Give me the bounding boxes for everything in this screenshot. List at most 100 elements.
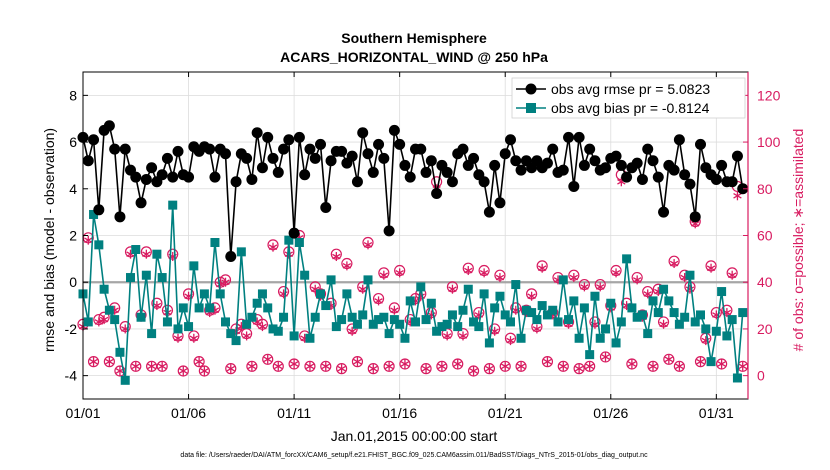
obs-assimilated-point bbox=[632, 275, 642, 285]
bias-point bbox=[231, 336, 241, 346]
obs-possible-point bbox=[288, 358, 300, 370]
rmse-point bbox=[589, 155, 601, 167]
obs-possible-point bbox=[716, 358, 728, 370]
rmse-point bbox=[378, 152, 390, 164]
obs-count-layer bbox=[77, 169, 749, 377]
bias-point bbox=[157, 273, 167, 283]
obs-assimilated-point bbox=[363, 240, 373, 250]
bias-point bbox=[368, 319, 378, 329]
obs-possible-point bbox=[436, 360, 448, 372]
bias-point bbox=[579, 303, 589, 313]
rmse-point bbox=[256, 162, 268, 174]
bias-point bbox=[99, 284, 109, 294]
bias-point bbox=[416, 282, 426, 292]
bias-point bbox=[717, 287, 727, 297]
bias-point bbox=[432, 326, 442, 336]
y-tick-label: 8 bbox=[69, 87, 77, 103]
rmse-point bbox=[346, 150, 358, 162]
rmse-point bbox=[156, 169, 168, 181]
bias-point bbox=[395, 319, 405, 329]
bias-point bbox=[669, 308, 679, 318]
obs-assimilated-point bbox=[469, 366, 478, 376]
obs-possible-point bbox=[694, 356, 707, 368]
legend-rmse-marker bbox=[525, 83, 537, 95]
rmse-point bbox=[684, 178, 696, 190]
y-axis-right: 0 20 40 60 80 100 120 bbox=[743, 72, 781, 399]
rmse-point bbox=[336, 145, 348, 157]
y-tick-label: 2 bbox=[69, 228, 77, 244]
rmse-point bbox=[431, 187, 443, 199]
bias-point bbox=[273, 326, 283, 336]
obs-possible-point bbox=[351, 356, 364, 368]
obs-possible-point bbox=[515, 360, 527, 372]
rmse-point bbox=[404, 171, 416, 183]
bias-point bbox=[342, 289, 352, 299]
rmse-point bbox=[183, 171, 195, 183]
bias-point bbox=[194, 303, 204, 313]
obs-possible-point bbox=[673, 360, 685, 372]
bias-point bbox=[606, 298, 616, 308]
obs-possible-point bbox=[663, 353, 675, 365]
rmse-point bbox=[88, 134, 100, 146]
rmse-point bbox=[658, 206, 670, 218]
obs-assimilated-point bbox=[485, 364, 494, 374]
rmse-point bbox=[731, 150, 743, 162]
x-tick-label: 01/01 bbox=[65, 405, 100, 421]
x-tick-label: 01/26 bbox=[593, 405, 628, 421]
bias-point bbox=[131, 245, 141, 255]
obs-assimilated-point bbox=[305, 361, 315, 371]
bias-point bbox=[300, 270, 310, 280]
bias-point bbox=[696, 310, 705, 320]
bias-point bbox=[442, 319, 452, 329]
bias-point bbox=[152, 249, 162, 259]
rmse-point bbox=[230, 176, 242, 188]
y2-axis-label: # of obs: o=possible; ∗=assimilated bbox=[790, 129, 806, 352]
obs-possible-point bbox=[367, 363, 379, 375]
obs-assimilated-point bbox=[179, 366, 188, 376]
legend-bias-marker bbox=[526, 103, 536, 113]
rmse-point bbox=[710, 173, 722, 185]
rmse-point bbox=[309, 152, 321, 164]
bias-point bbox=[706, 357, 716, 367]
rmse-point bbox=[483, 206, 495, 218]
rmse-point bbox=[93, 204, 105, 216]
rmse-point bbox=[251, 127, 263, 139]
rmse-point bbox=[388, 124, 400, 136]
rmse-point bbox=[642, 143, 654, 155]
bias-point bbox=[199, 289, 209, 299]
rmse-point bbox=[457, 143, 469, 155]
rmse-point bbox=[172, 145, 184, 157]
bias-point bbox=[221, 317, 230, 327]
obs-possible-point bbox=[320, 360, 332, 372]
rmse-point bbox=[489, 159, 501, 171]
obs-assimilated-point bbox=[400, 359, 410, 369]
bias-point bbox=[126, 273, 135, 283]
bias-point bbox=[437, 322, 447, 332]
y2-tick-label: 60 bbox=[757, 228, 773, 244]
bias-point bbox=[479, 289, 489, 299]
bias-point bbox=[690, 317, 700, 327]
bias-point bbox=[289, 331, 299, 341]
bias-point bbox=[331, 322, 341, 332]
rmse-point bbox=[304, 143, 316, 155]
obs-assimilated-point bbox=[390, 305, 399, 315]
rmse-point bbox=[383, 225, 395, 237]
bias-point bbox=[426, 298, 436, 308]
bias-point bbox=[711, 326, 721, 336]
bias-point bbox=[316, 289, 325, 299]
obs-assimilated-point bbox=[342, 261, 352, 271]
rmse-point bbox=[610, 150, 622, 162]
bias-point bbox=[374, 315, 384, 325]
obs-possible-point bbox=[177, 365, 189, 377]
rmse-point bbox=[621, 171, 633, 183]
bias-point bbox=[574, 333, 584, 343]
bias-point bbox=[595, 333, 605, 343]
obs-possible-point bbox=[246, 360, 258, 372]
rmse-point bbox=[679, 169, 691, 181]
rmse-point bbox=[272, 166, 284, 178]
rmse-point bbox=[209, 171, 221, 183]
rmse-point bbox=[478, 176, 490, 188]
rmse-point bbox=[119, 143, 131, 155]
obs-assimilated-point bbox=[99, 315, 109, 325]
bias-point bbox=[453, 322, 463, 332]
